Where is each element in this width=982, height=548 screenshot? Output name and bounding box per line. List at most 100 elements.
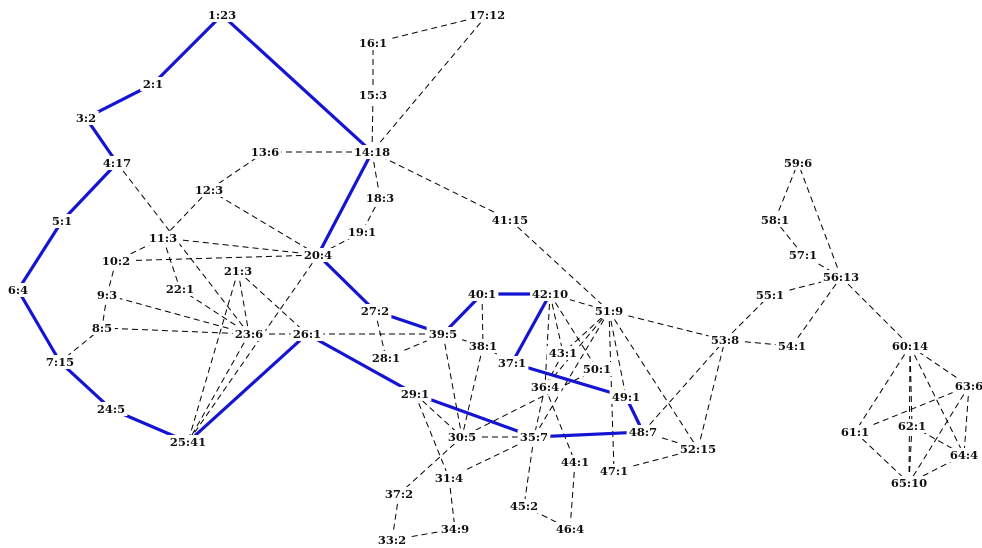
node-label-background (369, 351, 403, 365)
edge-n26-n29 (306, 332, 416, 396)
node-n24: 24:5 (94, 402, 128, 416)
node-label-background (890, 339, 930, 353)
edge-n3-n4 (84, 117, 119, 164)
edge-n14-n15 (371, 94, 374, 153)
node-label: 11:3 (149, 231, 177, 245)
edge-n37b-n33 (391, 493, 400, 541)
edge-n12-n11 (162, 189, 210, 239)
node-label-background (495, 356, 529, 370)
node-n17: 17:12 (467, 8, 507, 22)
node-label: 28:1 (372, 351, 400, 365)
node-label: 7:15 (46, 355, 74, 369)
node-label-background (708, 333, 742, 347)
edge-n14-n20 (316, 151, 374, 256)
node-label-background (205, 8, 239, 22)
node-label: 16:1 (359, 36, 387, 50)
node-n5: 5:1 (49, 214, 75, 228)
node-label: 20:4 (304, 248, 332, 262)
edge-n51-n52 (608, 310, 699, 450)
edge-n53-n55 (724, 294, 771, 341)
node-n21: 21:3 (221, 264, 255, 278)
edge-n6-n7 (16, 289, 62, 363)
node-label-background (758, 213, 792, 227)
node-label: 3:2 (76, 111, 96, 125)
node-label-background (530, 287, 570, 301)
node-n36: 36:4 (528, 380, 562, 394)
node-label: 55:1 (756, 288, 784, 302)
edge-n1-n2 (151, 13, 224, 86)
node-label-background (546, 346, 580, 360)
node-n20: 20:4 (301, 248, 335, 262)
edge-n51-n53 (608, 310, 726, 341)
node-label: 56:13 (823, 270, 859, 284)
edge-n56-n57 (802, 254, 842, 278)
node-label-background (301, 248, 335, 262)
node-label: 57:1 (789, 248, 817, 262)
edge-n51-n35 (533, 310, 610, 438)
node-label: 26:1 (293, 327, 321, 341)
node-n19: 19:1 (345, 225, 379, 239)
edge-n7-n24 (58, 360, 113, 411)
node-label: 1:23 (208, 8, 236, 22)
node-label: 60:14 (892, 339, 928, 353)
node-label-background (753, 288, 787, 302)
nodes-layer: 1:23 2:1 3:2 4:17 5:1 6:4 7:15 8:5 9:3 10:2 11:3 12… (5, 8, 982, 547)
node-n33: 33:2 (375, 533, 409, 547)
edge-n20-n27 (316, 253, 377, 313)
node-label: 12:3 (195, 183, 223, 197)
node-label-background (558, 455, 592, 469)
edge-n17-n14 (371, 14, 488, 153)
node-n59: 59:6 (781, 156, 815, 170)
edge-n61-n65 (854, 431, 910, 484)
node-n38: 38:1 (466, 339, 500, 353)
edge-n63-n65 (908, 385, 970, 484)
node-label: 53:8 (711, 333, 739, 347)
node-label: 44:1 (561, 455, 589, 469)
node-label-background (466, 339, 500, 353)
node-n22: 22:1 (163, 282, 197, 296)
node-n64: 64:4 (947, 448, 981, 462)
node-label-background (192, 183, 226, 197)
edge-n56-n59 (797, 162, 842, 278)
node-label-background (73, 111, 99, 125)
node-label: 4:17 (103, 156, 131, 170)
node-label-background (838, 425, 872, 439)
node-n58: 58:1 (758, 213, 792, 227)
node-label: 5:1 (52, 214, 72, 228)
node-n13: 13:6 (248, 145, 282, 159)
node-label: 19:1 (348, 225, 376, 239)
edge-n44-n46 (569, 461, 576, 530)
node-label-background (232, 327, 266, 341)
node-label-background (398, 387, 432, 401)
node-n41: 41:15 (490, 213, 530, 227)
edge-n21-n26 (237, 270, 308, 335)
node-label-background (678, 442, 718, 456)
node-label: 39:5 (429, 327, 457, 341)
node-n15: 15:3 (356, 88, 390, 102)
node-label: 47:1 (600, 464, 628, 478)
node-n43: 43:1 (546, 346, 580, 360)
edge-n50-n30 (461, 368, 598, 438)
node-label: 52:15 (680, 442, 716, 456)
node-label: 30:5 (448, 430, 476, 444)
node-n16: 16:1 (356, 36, 390, 50)
node-n2: 2:1 (140, 77, 166, 91)
edge-n42-n36 (544, 293, 551, 388)
node-n6: 6:4 (5, 283, 31, 297)
node-label-background (786, 248, 820, 262)
node-label: 64:4 (950, 448, 978, 462)
node-label: 25:41 (170, 435, 206, 449)
node-label: 49:1 (612, 390, 640, 404)
edge-n35-n48 (533, 430, 644, 439)
edge-n60-n61 (854, 345, 911, 433)
node-label-background (952, 379, 982, 393)
node-n57: 57:1 (786, 248, 820, 262)
node-label-background (248, 145, 282, 159)
node-n42: 42:10 (530, 287, 570, 301)
node-n37b: 37:2 (382, 487, 416, 501)
node-label-background (592, 304, 626, 318)
node-label: 34:9 (441, 522, 469, 536)
node-label: 51:9 (595, 304, 623, 318)
node-label: 17:12 (469, 8, 505, 22)
